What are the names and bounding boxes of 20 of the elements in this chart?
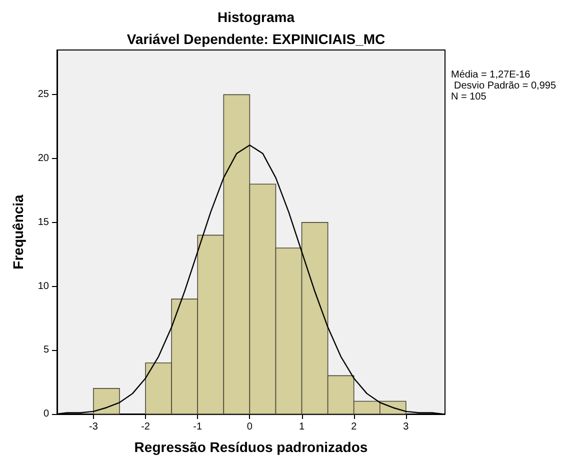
- x-axis-title: Regressão Resíduos padronizados: [134, 439, 368, 455]
- x-tick-label: 2: [351, 422, 358, 432]
- chart-subtitle: Variável Dependente: EXPINICIAIS_MC: [126, 31, 386, 47]
- text: Média = 1,27E-16: [451, 70, 531, 80]
- chart-title: Histograma: [217, 9, 295, 25]
- y-tick-label: 5: [43, 344, 50, 356]
- y-tick-label: 10: [38, 280, 50, 292]
- y-axis-title: Frequência: [10, 194, 26, 270]
- text: Desvio Padrão = 0,995: [454, 80, 556, 92]
- x-tick-label: 3: [403, 422, 410, 432]
- text: N = 105: [451, 92, 487, 102]
- y-tick-label: 25: [38, 89, 50, 100]
- y-tick-label: 20: [38, 153, 50, 164]
- x-tick-label: 1: [298, 422, 305, 432]
- y-tick-label: 15: [38, 216, 50, 228]
- x-tick-label: -3: [89, 422, 98, 432]
- y-tick-label: 0: [43, 408, 50, 420]
- x-tick-label: -1: [193, 422, 202, 432]
- x-tick-label: 0: [246, 422, 253, 432]
- x-tick-label: -2: [141, 422, 150, 432]
